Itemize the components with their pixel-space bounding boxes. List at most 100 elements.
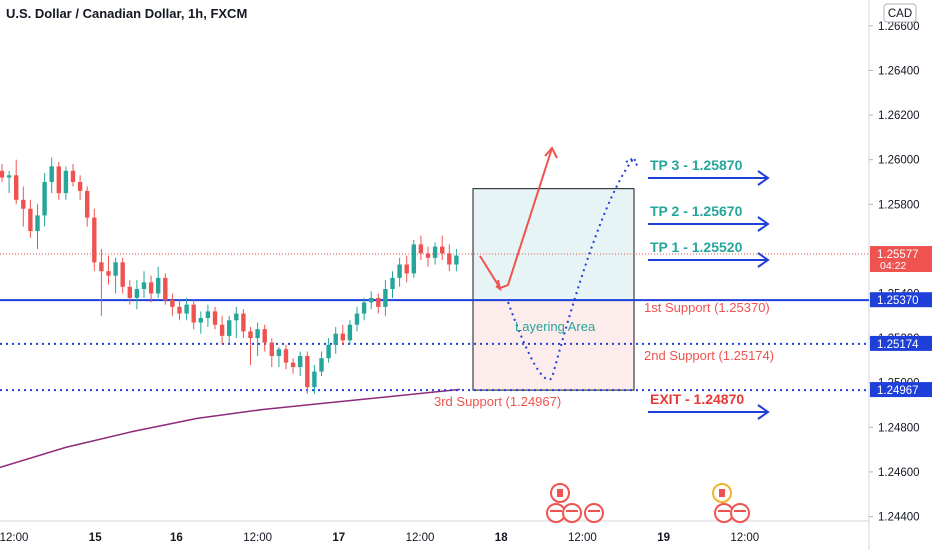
candle-body	[120, 262, 125, 287]
candle-body	[163, 277, 168, 301]
candle-body	[369, 297, 374, 303]
candle-body	[6, 175, 12, 178]
candle-body	[354, 313, 360, 325]
price-tag	[870, 335, 932, 351]
tp1-label: TP 1 - 1.25520	[650, 239, 743, 255]
price-tick-label: 1.26000	[878, 155, 920, 167]
tp2-label: TP 2 - 1.25670	[650, 203, 743, 219]
candle-body	[56, 166, 61, 194]
time-tick-label: 19	[657, 532, 670, 544]
forecast-paths	[479, 146, 639, 381]
candle-body	[333, 333, 338, 345]
price-tick-label: 1.24400	[878, 512, 920, 524]
price-tag-label: 1.24967	[877, 385, 919, 397]
countdown-label: 04:22	[880, 260, 906, 272]
candle-body	[234, 313, 239, 321]
candle-body	[219, 324, 225, 336]
candle-body	[290, 362, 296, 368]
moving-average-layer	[0, 388, 461, 469]
candle-body	[28, 208, 33, 232]
candle-body	[49, 166, 54, 182]
candle-body	[361, 302, 367, 314]
candle-body	[92, 217, 97, 263]
moving-average-line	[0, 388, 461, 469]
price-tag	[870, 382, 932, 398]
price-axis[interactable]: 1.244001.246001.248001.250001.252001.254…	[869, 21, 932, 524]
price-tick-label: 1.26200	[878, 110, 920, 122]
candle-body	[241, 313, 246, 332]
candle-body	[283, 349, 289, 363]
time-tick-label: 12:00	[568, 532, 597, 544]
support-lines	[0, 253, 869, 392]
forecast-arrowhead	[495, 279, 502, 292]
arrow-head-icon	[757, 216, 770, 232]
price-tag-label: 1.25174	[877, 339, 919, 351]
bullish-forecast-path	[479, 147, 553, 290]
candle-body	[255, 329, 260, 339]
candle-body	[134, 289, 140, 298]
us-flag-icon[interactable]	[730, 503, 750, 523]
candle-body	[99, 262, 104, 272]
candle-body	[205, 311, 211, 319]
time-axis[interactable]: 12:00 15 16 12:00 17 12:00 18 12:00 19 12:00	[0, 532, 759, 544]
candle-body	[347, 324, 353, 341]
time-tick-label: 12:00	[730, 532, 759, 544]
candle-body	[63, 170, 69, 194]
candle-body	[326, 344, 331, 359]
time-tick-label: 16	[170, 532, 183, 544]
candle-body	[454, 255, 459, 265]
price-tag-label: 1.25370	[877, 295, 919, 307]
candle-body	[269, 342, 274, 356]
candle-body	[262, 329, 267, 343]
us-flag-icon[interactable]	[562, 503, 582, 523]
candle-body	[106, 271, 111, 276]
support2-label: 2nd Support (1.25174)	[644, 348, 774, 363]
candle-body	[227, 320, 232, 336]
economic-events-18[interactable]	[546, 483, 604, 523]
candle-body	[276, 349, 282, 356]
price-tick-label: 1.26600	[878, 21, 920, 33]
candle-body	[156, 277, 161, 294]
candle-body	[425, 253, 431, 258]
price-tick-label: 1.24800	[878, 422, 920, 434]
time-tick-label: 17	[332, 532, 345, 544]
candle-body	[319, 358, 324, 372]
price-tick-label: 1.26400	[878, 65, 920, 77]
candle-body	[113, 262, 118, 276]
arrow-head-icon	[757, 170, 770, 186]
tp3-label: TP 3 - 1.25870	[650, 157, 743, 173]
candle-body	[298, 355, 303, 368]
arrow-head-icon	[757, 404, 770, 420]
candle-body	[0, 170, 5, 178]
time-tick-label: 15	[89, 532, 102, 544]
candle-body	[35, 215, 40, 232]
candle-body	[397, 264, 402, 278]
candle-body	[148, 282, 154, 294]
candle-body	[21, 199, 26, 209]
candle-body	[411, 244, 416, 274]
forecast-arrowhead	[625, 156, 639, 169]
candle-body	[170, 300, 175, 307]
candle-body	[212, 311, 218, 325]
price-tag	[870, 292, 932, 308]
candle-body	[305, 355, 310, 388]
forecast-arrowhead	[544, 146, 558, 159]
price-tick-label: 1.24600	[878, 467, 920, 479]
candle-body	[404, 264, 409, 274]
arrow-head-icon	[757, 252, 770, 268]
candle-body	[42, 181, 47, 216]
us-flag-icon[interactable]	[584, 503, 604, 523]
currency-badge[interactable]	[883, 3, 917, 23]
candle-body	[312, 371, 317, 388]
economic-events-19[interactable]	[712, 483, 750, 523]
chart-title: U.S. Dollar / Canadian Dollar, 1h, FXCM	[6, 6, 248, 21]
candle-body	[418, 244, 424, 254]
time-tick-label: 18	[495, 532, 508, 544]
exit-label: EXIT - 1.24870	[650, 391, 744, 407]
candle-body	[77, 181, 83, 191]
candle-body	[141, 282, 147, 290]
candle-body	[198, 318, 203, 323]
candle-body	[376, 297, 381, 307]
candles-layer	[0, 157, 459, 394]
